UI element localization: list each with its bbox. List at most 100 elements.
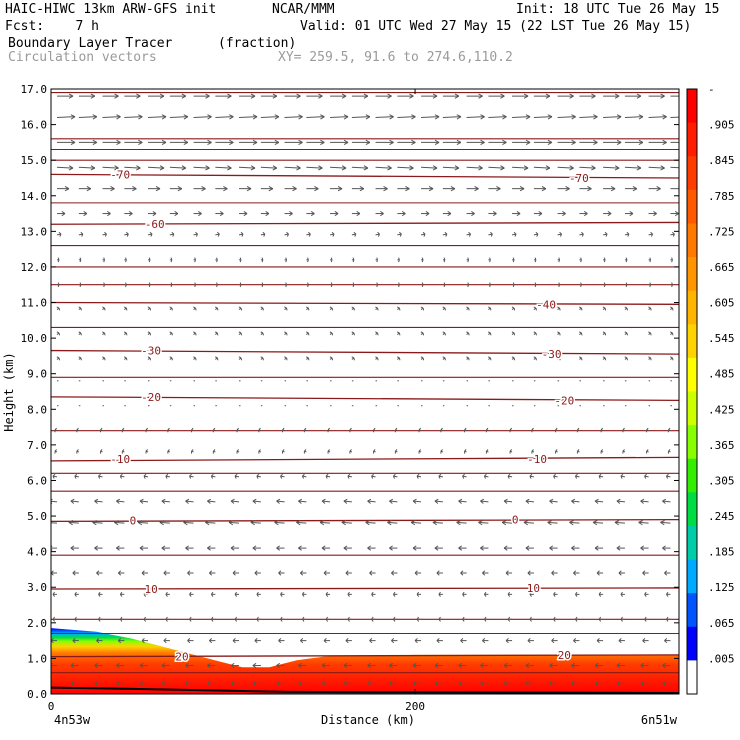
wind-vector-head [660, 165, 665, 169]
wind-vector-head [664, 640, 668, 644]
wind-vector-head [580, 307, 583, 311]
wind-vector-head [458, 498, 463, 502]
wind-vector-head [343, 545, 348, 549]
wind-vector-head [533, 331, 537, 334]
wind-vector [553, 475, 558, 478]
wind-vector-head [660, 520, 665, 523]
wind-vector-head [74, 594, 77, 597]
wind-vector-head [70, 545, 75, 549]
wind-vector [614, 521, 625, 524]
wind-vector-head [642, 570, 646, 574]
wind-vector-head [638, 521, 643, 526]
wind-vector-head [136, 167, 141, 171]
y-tick-label: 10.0 [21, 332, 48, 345]
wind-vector-head [436, 570, 440, 574]
wind-vector-head [238, 331, 242, 334]
wind-vector-head [541, 188, 547, 192]
wind-vector-head [185, 682, 190, 686]
wind-vector-head [229, 141, 234, 146]
wind-vector-head [103, 257, 105, 260]
wind-vector-head [593, 114, 598, 118]
wind-vector-head [207, 680, 211, 684]
wind-vector-head [454, 165, 460, 169]
wind-vector-head [213, 427, 216, 431]
wind-vector-head [323, 638, 327, 641]
wind-vector-head [116, 545, 120, 549]
wind-vector-head [620, 618, 623, 622]
wind-vector-head [371, 618, 374, 622]
wind-vector-head [559, 233, 563, 237]
wind-vector-head [114, 95, 119, 99]
wind-vector-head [217, 233, 220, 237]
wind-vector-head [321, 680, 326, 684]
wind-vector-head [416, 618, 420, 622]
wind-vector-head [240, 357, 243, 361]
wind-vector-head [625, 282, 628, 285]
wind-vector-head [183, 116, 189, 120]
wind-vector-head [559, 231, 562, 235]
wind-vector-head [525, 545, 530, 549]
wind-vector-head [440, 427, 443, 431]
wind-vector-head [98, 473, 101, 477]
y-tick-label: 4.0 [27, 546, 47, 559]
wind-vector-head [320, 141, 325, 146]
wind-vector-head [280, 475, 283, 479]
colorbar-label: .185 [708, 546, 735, 559]
wind-vector-head [321, 547, 326, 551]
wind-vector [670, 116, 679, 118]
wind-vector-head [425, 210, 430, 214]
wind-vector-head [454, 167, 460, 171]
wind-vector-head [216, 284, 218, 288]
wind-vector-head [395, 427, 398, 431]
wind-vector-head [422, 357, 425, 361]
wind-vector-head [482, 572, 486, 576]
wind-vector-head [307, 307, 310, 311]
wind-vector-head [557, 306, 560, 309]
wind-vector-head [525, 116, 531, 120]
wind-vector-head [389, 680, 393, 684]
wind-vector-head [80, 307, 82, 311]
wind-vector-head [468, 233, 472, 237]
wind-vector-head [276, 547, 281, 551]
wind-vector-head [603, 259, 606, 263]
wind-vector-head [557, 356, 560, 359]
wind-vector-head [241, 233, 244, 237]
wind-vector-head [325, 591, 329, 595]
wind-vector [644, 475, 649, 478]
wind-vector-head [480, 662, 484, 666]
wind-vector-head [616, 545, 621, 549]
wind-vector-head [671, 307, 674, 311]
wind-vector-head [411, 141, 416, 146]
contour-label: -20 [554, 394, 574, 407]
wind-vector-head [347, 473, 351, 477]
wind-vector [330, 166, 347, 169]
x-axis: 0 200 [48, 89, 425, 713]
wind-vector [533, 166, 550, 169]
wind-vector-head [593, 116, 598, 120]
wind-vector-head [165, 473, 169, 477]
wind-vector-head [523, 521, 529, 526]
wind-vector-head [177, 186, 183, 190]
wind-vector-head [569, 95, 574, 99]
wind-vector [234, 475, 240, 478]
wind-vector-head [573, 570, 577, 574]
wind-vector-head [519, 186, 525, 190]
wind-vector-head [161, 500, 166, 504]
wind-vector-head [300, 640, 304, 644]
wind-vector-head [347, 594, 350, 597]
wind-vector-head [292, 188, 297, 192]
wind-vector [280, 475, 285, 478]
wind-vector [466, 116, 485, 118]
contour-line-0 [51, 518, 679, 523]
wind-vector [78, 116, 97, 118]
wind-vector-head [471, 213, 475, 217]
wind-vector-head [462, 473, 465, 477]
wind-vector [434, 500, 443, 503]
wind-vector-head [398, 307, 401, 311]
wind-vector-head [258, 449, 261, 452]
wind-vector [529, 475, 535, 478]
wind-vector-head [165, 591, 168, 595]
wind-vector-head [456, 521, 461, 526]
wind-vector-head [149, 332, 152, 336]
y-tick-label: 14.0 [21, 190, 48, 203]
